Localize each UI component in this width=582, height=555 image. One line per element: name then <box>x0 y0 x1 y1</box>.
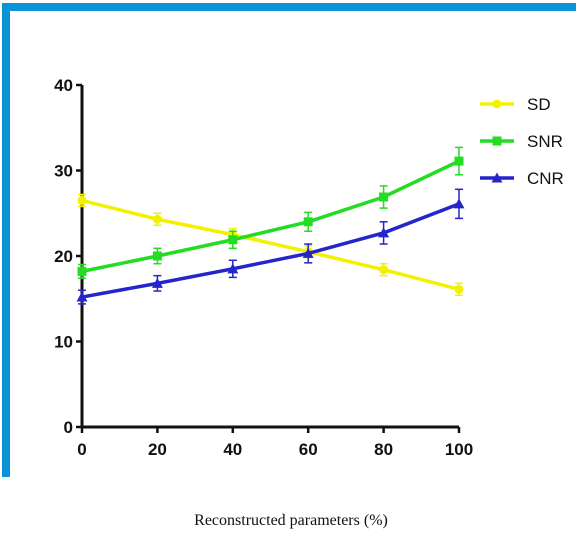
x-tick-label: 100 <box>445 440 473 459</box>
data-point-snr <box>228 235 238 245</box>
data-point-cnr <box>378 227 390 238</box>
legend: SD SNR CNR <box>480 95 564 188</box>
series-line-snr <box>81 159 460 274</box>
x-tick-label: 40 <box>223 440 242 459</box>
series-sd <box>77 193 464 297</box>
data-point-snr <box>152 251 162 261</box>
x-tick-label: 20 <box>148 440 167 459</box>
series-line-sd <box>81 198 460 292</box>
series-layer <box>76 146 465 305</box>
data-point-cnr <box>227 263 239 274</box>
y-tick-label: 0 <box>64 418 73 437</box>
legend-marker-snr <box>492 136 502 146</box>
data-point-cnr <box>151 277 163 288</box>
x-tick-label: 0 <box>77 440 86 459</box>
series-line-cnr <box>81 202 460 299</box>
x-tick-label: 60 <box>299 440 318 459</box>
y-tick-label: 10 <box>54 333 73 352</box>
legend-label-sd: SD <box>527 95 551 114</box>
data-point-snr <box>379 192 389 202</box>
x-tick-label: 80 <box>374 440 393 459</box>
data-point-cnr <box>453 198 465 209</box>
data-point-snr <box>77 266 87 276</box>
y-tick-label: 20 <box>54 247 73 266</box>
data-point-snr <box>303 217 313 227</box>
legend-marker-cnr <box>491 172 503 183</box>
legend-label-cnr: CNR <box>527 169 564 188</box>
legend-label-snr: SNR <box>527 132 563 151</box>
y-tick-label: 40 <box>54 76 73 95</box>
axes: 0 10 20 30 40 0 20 40 60 80 100 <box>54 76 473 459</box>
y-tick-label: 30 <box>54 162 73 181</box>
legend-marker-sd <box>492 99 502 109</box>
x-axis-label: Reconstructed parameters (%) <box>194 512 388 529</box>
data-point-cnr <box>302 247 314 258</box>
chart-frame <box>2 3 576 477</box>
series-snr <box>77 146 464 279</box>
data-point-sd <box>454 284 464 294</box>
data-point-sd <box>77 195 87 205</box>
series-cnr <box>76 188 465 305</box>
data-point-snr <box>454 156 464 166</box>
line-chart: 0 10 20 30 40 0 20 40 60 80 100 SD SNR CNR <box>54 76 564 459</box>
data-point-sd <box>152 214 162 224</box>
data-point-cnr <box>76 291 88 302</box>
data-point-sd <box>379 265 389 275</box>
